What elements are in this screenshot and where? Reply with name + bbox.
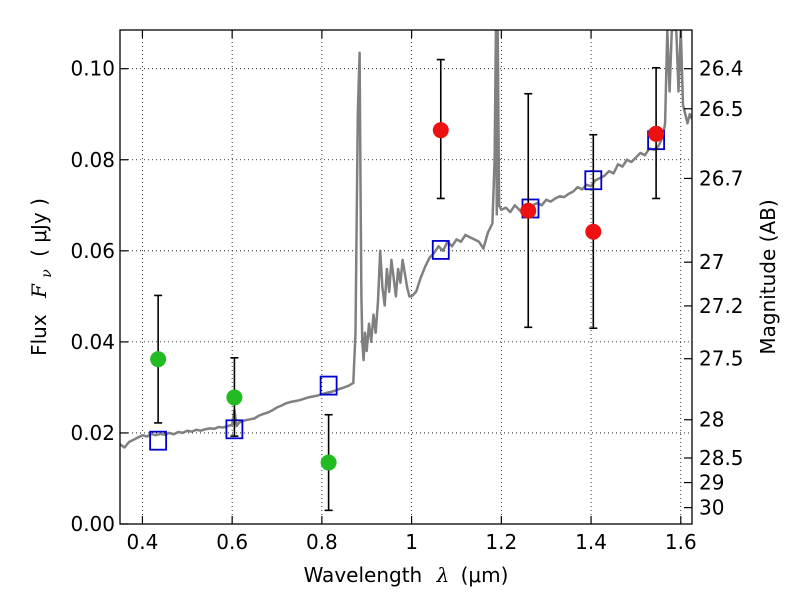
y-axis-label-var: F [27, 283, 51, 299]
x-tick-label: 0.4 [127, 530, 159, 554]
y-tick-label: 0.06 [70, 239, 115, 263]
model-flux-square [319, 375, 338, 396]
y2-tick-label: 30 [699, 496, 724, 520]
y2-tick-label: 26.4 [699, 57, 744, 81]
x-axis-label-unit: (μm) [461, 563, 509, 587]
x-tick-label: 1.2 [485, 530, 517, 554]
x-tick-label: 1.4 [575, 530, 607, 554]
y-tick-label: 0.00 [70, 512, 115, 536]
y2-axis-label: Magnitude (AB) [756, 199, 780, 354]
data-point [648, 125, 665, 142]
data-point [320, 454, 337, 471]
x-tick-label: 1.6 [665, 530, 697, 554]
x-axis-label-main: Wavelength [304, 563, 423, 587]
x-tick-label: 1 [405, 530, 418, 554]
data-point [150, 351, 167, 368]
model-flux-square [149, 430, 168, 451]
y-tick-label: 0.04 [70, 330, 115, 354]
y-axis-label: Flux F ν ( μJy ) [27, 198, 56, 356]
x-tick-label: 0.8 [306, 530, 338, 554]
data-point [585, 223, 602, 240]
y2-tick-label: 28 [699, 408, 724, 432]
y-tick-label: 0.10 [70, 57, 115, 81]
y2-tick-label: 28.5 [699, 446, 744, 470]
y2-tick-label: 27.2 [699, 294, 744, 318]
plot-frame [119, 29, 693, 525]
y-axis-label-unit: ( μJy ) [27, 198, 51, 257]
x-axis-label: Wavelength λ (μm) [304, 563, 509, 587]
data-point [520, 202, 537, 219]
y2-tick-label: 27 [699, 250, 724, 274]
y-axis-label-main: Flux [27, 314, 51, 356]
data-point [226, 389, 243, 406]
y-tick-label: 0.08 [70, 148, 115, 172]
y2-tick-label: 27.5 [699, 347, 744, 371]
y-tick-label: 0.02 [70, 421, 115, 445]
axis-ticks: 0.4 0.6 0.8 1 1.2 1.4 1.6 0.00 0.02 0.04 0.06 0.08 0… [70, 30, 744, 554]
y-axis-label-sub: ν [39, 269, 55, 278]
data-point [432, 122, 449, 139]
plot-area [120, 30, 692, 512]
x-axis-label-var: λ [436, 563, 450, 587]
x-tick-label: 0.6 [216, 530, 248, 554]
y2-tick-label: 26.7 [699, 166, 744, 190]
model-flux-square [431, 240, 450, 260]
y2-tick-label: 26.5 [699, 97, 744, 121]
y2-tick-label: 29 [699, 471, 724, 495]
